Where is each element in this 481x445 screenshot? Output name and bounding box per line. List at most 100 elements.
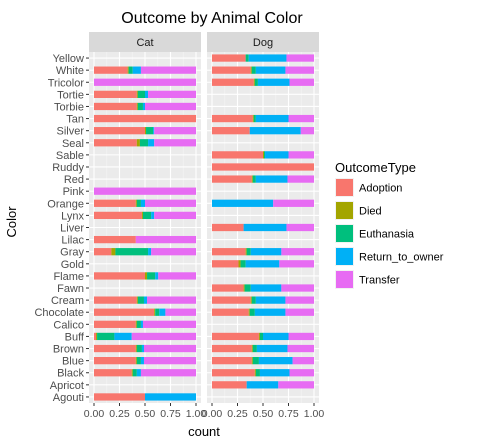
legend-label-transfer: Transfer (359, 275, 400, 287)
y-tick-label-tan: Tan (66, 114, 84, 126)
bar-cat-chocolate-adoption (94, 308, 155, 316)
bar-cat-brown-transfer (143, 344, 196, 353)
bar-dog-tan-died (252, 114, 254, 123)
bar-dog-sable-return_to_owner (265, 151, 289, 159)
bar-dog-brown-return_to_owner (256, 344, 288, 353)
bar-dog-gold-adoption (212, 260, 239, 268)
y-tick-label-apricot: Apricot (50, 380, 84, 392)
bar-cat-tortie-adoption (94, 90, 137, 98)
bar-dog-cream-return_to_owner (255, 296, 286, 304)
y-tick-label-cream: Cream (51, 295, 84, 307)
bar-cat-torbie-adoption (94, 102, 137, 111)
bar-cat-orange-adoption (94, 199, 136, 207)
bar-cat-flame-transfer (158, 272, 196, 280)
chart-title: Outcome by Animal Color (121, 10, 303, 27)
bar-cat-lynx-died (141, 211, 143, 220)
bar-dog-blue-transfer (292, 357, 314, 365)
bar-cat-lynx-adoption (94, 211, 142, 220)
bar-cat-orange-died (135, 199, 137, 207)
bar-dog-tricolor-return_to_owner (257, 78, 290, 86)
bar-cat-seal-adoption (94, 139, 137, 147)
bar-dog-tan-transfer (288, 114, 314, 123)
bar-dog-tricolor-died (253, 78, 255, 86)
bar-cat-buff-transfer (131, 332, 196, 341)
bar-dog-gray-died (245, 248, 247, 256)
bar-dog-black-euthanasia (255, 369, 260, 377)
bar-dog-yellow-return_to_owner (248, 54, 287, 62)
x-axis-label: count (188, 424, 220, 439)
bar-dog-white-died (250, 66, 252, 74)
y-tick-label-white: White (56, 65, 84, 77)
bar-dog-apricot-return_to_owner (246, 381, 279, 389)
bar-cat-seal-return_to_owner (148, 139, 155, 147)
bar-dog-red-died (251, 175, 253, 183)
bar-dog-yellow-transfer (286, 54, 314, 62)
bar-cat-white-transfer (140, 66, 196, 74)
bar-cat-lynx-return_to_owner (151, 211, 155, 220)
x-tick-label: 0.75 (278, 408, 299, 420)
y-tick-label-gold: Gold (61, 259, 84, 271)
bar-cat-blue-died (135, 357, 137, 365)
y-tick-label-red: Red (64, 174, 84, 186)
bar-cat-cream-return_to_owner (143, 296, 148, 304)
bar-cat-blue-euthanasia (136, 357, 141, 365)
bar-dog-orange-transfer (273, 199, 314, 207)
bar-cat-torbie-euthanasia (137, 102, 143, 111)
y-tick-label-flame: Flame (53, 271, 84, 283)
bar-dog-fawn-adoption (212, 284, 244, 292)
bar-dog-white-return_to_owner (255, 66, 286, 74)
y-tick-label-tricolor: Tricolor (48, 77, 85, 89)
bar-dog-chocolate-return_to_owner (254, 308, 286, 316)
y-tick-label-orange: Orange (47, 198, 84, 210)
x-tick-label: 0.75 (160, 408, 181, 420)
bar-dog-white-adoption (212, 66, 251, 74)
y-tick-label-buff: Buff (65, 331, 85, 343)
facet-strip (89, 32, 201, 52)
bar-dog-chocolate-transfer (285, 308, 314, 316)
bar-cat-cream-transfer (147, 296, 196, 304)
bar-dog-cream-euthanasia (251, 296, 256, 304)
bar-dog-cream-transfer (285, 296, 314, 304)
bar-dog-tricolor-adoption (212, 78, 254, 86)
bar-cat-brown-died (135, 344, 137, 353)
bar-dog-tan-return_to_owner (255, 114, 289, 123)
bar-cat-agouti-adoption (94, 393, 145, 401)
bar-dog-tan-adoption (212, 114, 253, 123)
x-tick-label: 0.25 (227, 408, 248, 420)
y-tick-label-agouti: Agouti (53, 392, 84, 404)
y-tick-label-ruddy: Ruddy (52, 162, 84, 174)
facet-strip-label: Dog (253, 37, 273, 49)
bar-dog-tricolor-transfer (289, 78, 314, 86)
y-tick-label-blue: Blue (62, 356, 84, 368)
bar-dog-black-transfer (289, 369, 314, 377)
bar-cat-gray-transfer (151, 248, 196, 256)
legend-key-return_to_owner (336, 248, 353, 265)
bar-dog-sable-adoption (212, 151, 263, 159)
bar-dog-fawn-died (243, 284, 245, 292)
bar-dog-gold-died (238, 260, 241, 268)
bar-dog-brown-euthanasia (252, 344, 257, 353)
y-tick-label-sable: Sable (56, 150, 84, 162)
bar-dog-black-adoption (212, 369, 255, 377)
x-tick-label: 0.00 (202, 408, 223, 420)
bar-cat-torbie-return_to_owner (142, 102, 145, 111)
bar-cat-lilac-transfer (135, 235, 196, 244)
bar-dog-buff-transfer (288, 332, 314, 341)
bar-cat-black-adoption (94, 369, 132, 377)
bar-dog-red-return_to_owner (255, 175, 288, 183)
bar-cat-calico-died (135, 320, 137, 328)
bar-cat-black-euthanasia (132, 369, 137, 377)
bar-cat-blue-return_to_owner (140, 357, 144, 365)
bar-dog-fawn-euthanasia (244, 284, 251, 292)
bar-cat-calico-euthanasia (136, 320, 141, 328)
bar-cat-lilac-adoption (94, 235, 136, 244)
bar-cat-chocolate-return_to_owner (159, 308, 166, 316)
bar-dog-liver-adoption (212, 223, 244, 232)
bar-cat-white-return_to_owner (132, 66, 141, 74)
legend-label-euthanasia: Euthanasia (359, 229, 415, 241)
bar-dog-gray-return_to_owner (250, 248, 282, 256)
bar-dog-gray-transfer (281, 248, 314, 256)
bar-dog-gold-transfer (279, 260, 314, 268)
y-tick-label-pink: Pink (63, 186, 85, 198)
